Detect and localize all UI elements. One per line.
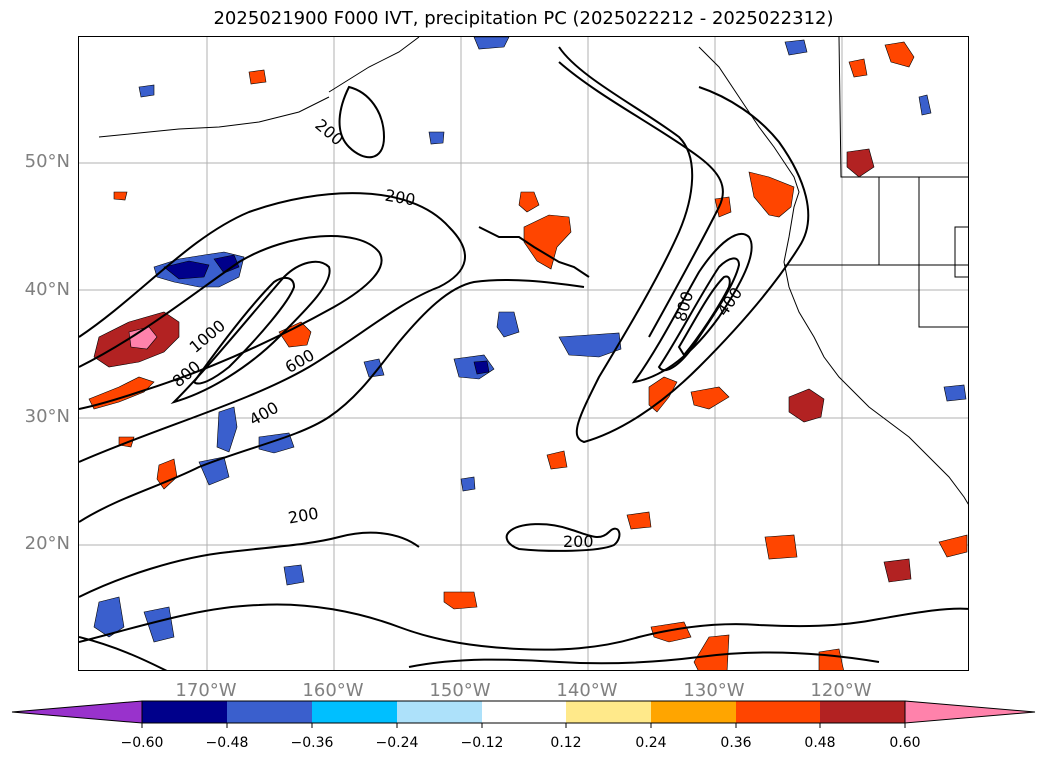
contour-label: 200 xyxy=(384,186,417,210)
colorbar-segment-3 xyxy=(312,701,397,723)
colorbar xyxy=(11,700,1036,728)
colorbar-segment-9 xyxy=(820,701,905,723)
colorbar-tick-label: −0.60 xyxy=(120,735,164,751)
map-panel[interactable]: 200 200 200 200 400 400 600 800 800 1000 xyxy=(78,36,969,671)
contour-label: 800 xyxy=(671,289,697,323)
colorbar-segment-8 xyxy=(736,701,820,723)
colorbar-segment-7 xyxy=(651,701,736,723)
contour-label: 200 xyxy=(287,504,320,528)
colorbar-tick-label: −0.48 xyxy=(205,735,249,751)
contour-label: 800 xyxy=(169,357,205,391)
ivt-contours xyxy=(79,46,968,670)
map-canvas: 200 200 200 200 400 400 600 800 800 1000 xyxy=(79,37,968,670)
precip-negative-areas xyxy=(93,37,967,643)
colorbar-segment-2 xyxy=(227,701,312,723)
lon-label-120w: 120°W xyxy=(810,680,872,701)
colorbar-tick-marks xyxy=(141,723,906,728)
colorbar-segment-6 xyxy=(566,701,651,723)
contour-label: 200 xyxy=(311,115,347,149)
colorbar-tick-label: −0.12 xyxy=(460,735,504,751)
colorbar-segment-4 xyxy=(397,701,482,723)
colorbar-tick-label: 0.60 xyxy=(889,735,921,751)
coastlines xyxy=(98,37,968,505)
lon-label-140w: 140°W xyxy=(556,680,618,701)
colorbar-tick-label: 0.24 xyxy=(635,735,667,751)
lat-label-40n: 40°N xyxy=(24,279,70,300)
contour-label-group: 200 200 200 200 400 400 600 800 800 1000 xyxy=(169,115,747,551)
colorbar-tick-label: 0.36 xyxy=(720,735,752,751)
colorbar-low-extend xyxy=(11,700,143,724)
lon-label-150w: 150°W xyxy=(429,680,491,701)
colorbar-frame xyxy=(141,700,906,724)
contour-label: 200 xyxy=(563,532,594,551)
colorbar-segment-1 xyxy=(142,701,227,723)
colorbar-high-extend xyxy=(904,700,1036,724)
lat-label-30n: 30°N xyxy=(24,406,70,427)
colorbar-tick-label: 0.48 xyxy=(804,735,836,751)
precip-positive-areas xyxy=(88,41,968,670)
colorbar-segment-5 xyxy=(482,701,566,723)
lon-label-160w: 160°W xyxy=(302,680,364,701)
contour-label: 400 xyxy=(713,284,746,320)
colorbar-tick-label: −0.36 xyxy=(290,735,334,751)
colorbar-tick-label: 0.12 xyxy=(550,735,582,751)
lon-label-170w: 170°W xyxy=(175,680,237,701)
map-title: 2025021900 F000 IVT, precipitation PC (2… xyxy=(213,8,834,29)
lat-label-20n: 20°N xyxy=(24,533,70,554)
colorbar-tick-label: −0.24 xyxy=(375,735,419,751)
lon-label-130w: 130°W xyxy=(683,680,745,701)
lat-label-50n: 50°N xyxy=(24,151,70,172)
gridlines xyxy=(79,37,968,670)
contour-label: 400 xyxy=(246,398,282,430)
